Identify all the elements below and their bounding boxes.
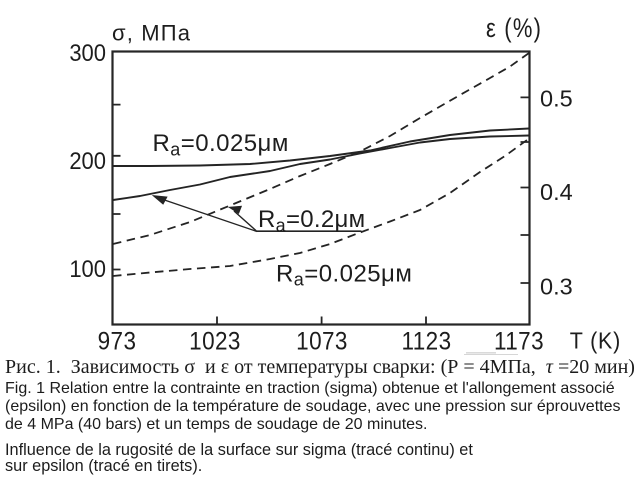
svg-text:Ra=0.025μм: Ra=0.025μм bbox=[276, 260, 412, 289]
svg-text:1173: 1173 bbox=[494, 327, 544, 355]
svg-text:0.4: 0.4 bbox=[540, 179, 573, 205]
svg-text:1073: 1073 bbox=[296, 327, 348, 355]
svg-text:1023: 1023 bbox=[189, 327, 241, 355]
svg-text:200: 200 bbox=[69, 147, 106, 174]
svg-text:Ra=0.025μм: Ra=0.025μм bbox=[153, 130, 289, 159]
svg-text:0.3: 0.3 bbox=[540, 274, 573, 300]
svg-text:T (K): T (K) bbox=[570, 328, 621, 354]
svg-text:0.5: 0.5 bbox=[540, 85, 573, 111]
svg-text:Ra=0.2μм: Ra=0.2μм bbox=[258, 206, 365, 235]
svg-text:100: 100 bbox=[69, 255, 106, 282]
svg-text:ε (%): ε (%) bbox=[486, 14, 542, 43]
svg-text:1123: 1123 bbox=[402, 327, 452, 355]
svg-text:300: 300 bbox=[69, 39, 106, 66]
svg-text:973: 973 bbox=[98, 327, 137, 355]
svg-text:σ, МПа: σ, МПа bbox=[112, 20, 191, 45]
